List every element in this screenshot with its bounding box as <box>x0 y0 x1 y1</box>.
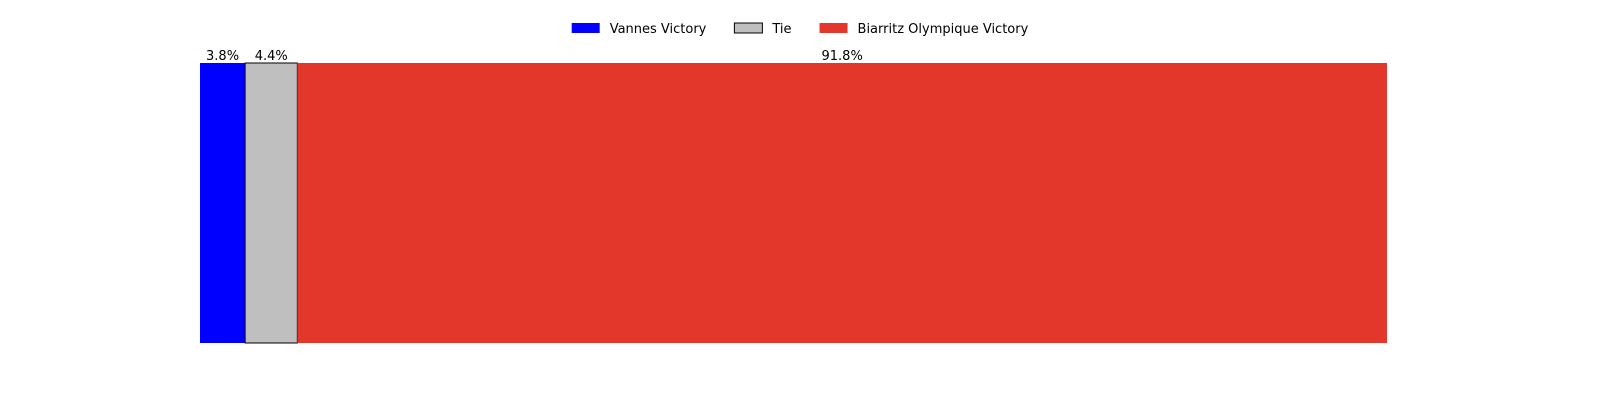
legend-swatch <box>733 22 763 34</box>
legend-label: Biarritz Olympique Victory <box>858 22 1029 37</box>
data-label-tie: 4.4% <box>255 49 288 64</box>
legend-item-tie: Tie <box>733 22 792 37</box>
data-labels: 3.8% 4.4% 91.8% <box>206 49 863 64</box>
legend-label: Vannes Victory <box>610 22 707 37</box>
legend: Vannes Victory Tie Biarritz Olympique Vict… <box>571 22 1029 37</box>
legend-item-vannes-victory: Vannes Victory <box>571 22 707 37</box>
data-label-vannes-victory: 3.8% <box>206 49 239 64</box>
bar-segment-tie <box>244 62 298 344</box>
bar-segment-biarritz-olympique-victory <box>297 63 1388 343</box>
legend-item-biarritz-olympique-victory: Biarritz Olympique Victory <box>819 22 1029 37</box>
stacked-bar <box>200 62 1388 344</box>
legend-swatch <box>571 23 600 33</box>
bar-segment-vannes-victory <box>200 63 246 343</box>
legend-swatch <box>819 23 848 33</box>
data-label-biarritz-olympique-victory: 91.8% <box>822 49 863 64</box>
legend-label: Tie <box>771 22 791 37</box>
